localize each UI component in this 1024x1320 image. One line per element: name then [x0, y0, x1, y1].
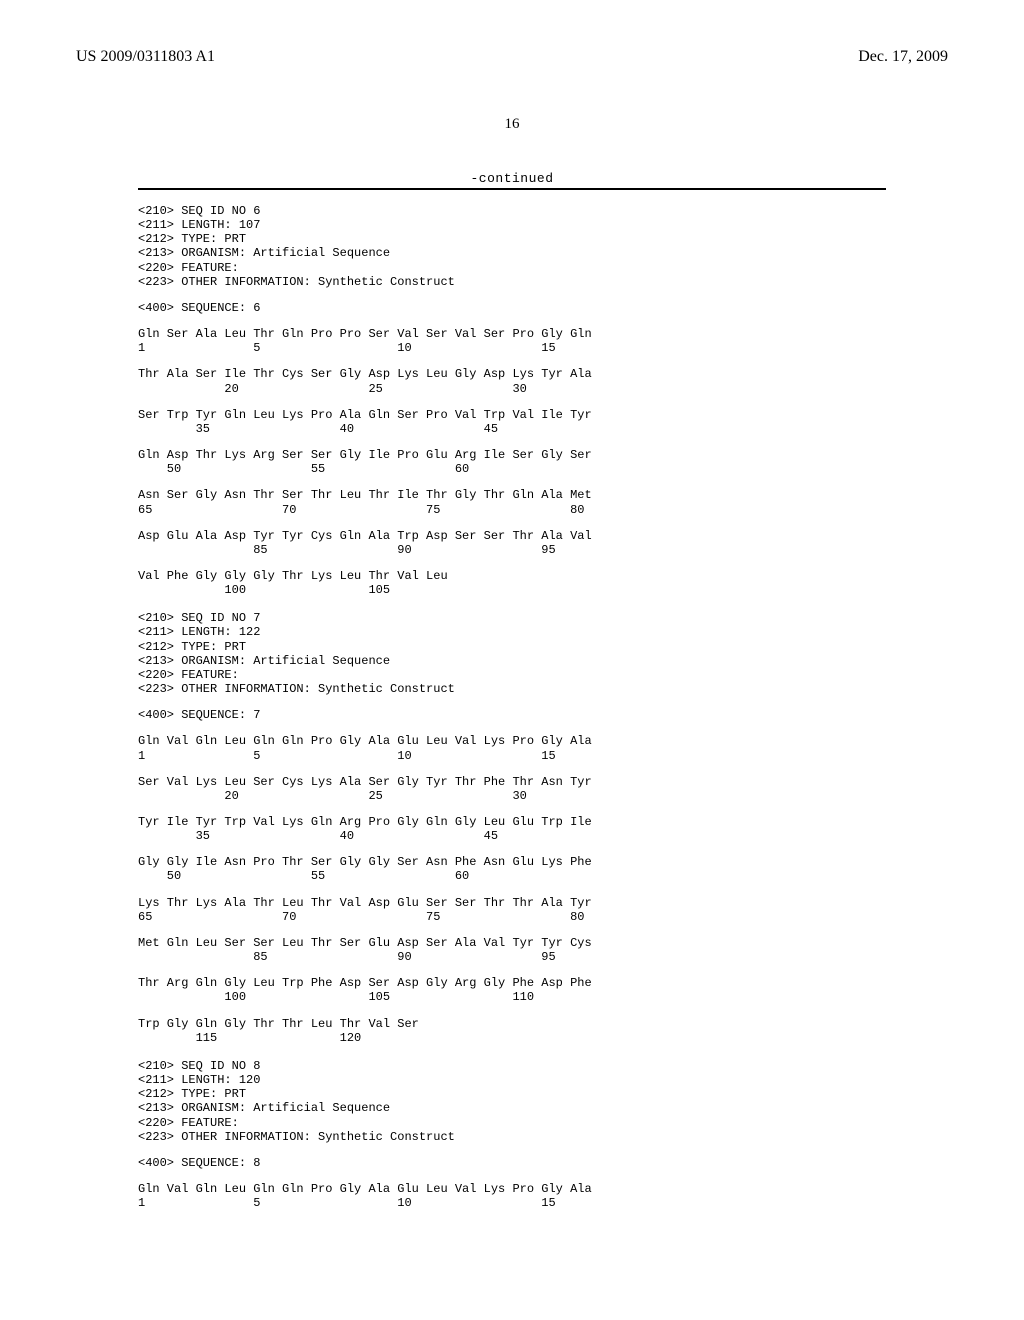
- sequence-num-line: 35 40 45: [138, 422, 886, 436]
- sequence-aa-line: Ser Trp Tyr Gln Leu Lys Pro Ala Gln Ser …: [138, 408, 886, 422]
- sequence-aa-line: Ser Val Lys Leu Ser Cys Lys Ala Ser Gly …: [138, 775, 886, 789]
- sequence-num-line: 85 90 95: [138, 543, 886, 557]
- sequence-header-line: <211> LENGTH: 120: [138, 1073, 886, 1087]
- sequence-num-line: 1 5 10 15: [138, 749, 886, 763]
- sequence-num-line: 1 5 10 15: [138, 341, 886, 355]
- sequence-aa-line: Val Phe Gly Gly Gly Thr Lys Leu Thr Val …: [138, 569, 886, 583]
- sequence-aa-line: Gln Val Gln Leu Gln Gln Pro Gly Ala Glu …: [138, 734, 886, 748]
- sequence-header-line: <212> TYPE: PRT: [138, 640, 886, 654]
- sequence-label: <400> SEQUENCE: 8: [138, 1156, 886, 1170]
- page-header: US 2009/0311803 A1 Dec. 17, 2009: [0, 0, 1024, 82]
- sequence-aa-line: Asp Glu Ala Asp Tyr Tyr Cys Gln Ala Trp …: [138, 529, 886, 543]
- sequence-num-line: 100 105: [138, 583, 886, 597]
- sequence-row: Ser Trp Tyr Gln Leu Lys Pro Ala Gln Ser …: [138, 408, 886, 436]
- sequence-aa-line: Lys Thr Lys Ala Thr Leu Thr Val Asp Glu …: [138, 896, 886, 910]
- sequence-row: Met Gln Leu Ser Ser Leu Thr Ser Glu Asp …: [138, 936, 886, 964]
- sequence-row: Tyr Ile Tyr Trp Val Lys Gln Arg Pro Gly …: [138, 815, 886, 843]
- sequence-num-line: 20 25 30: [138, 382, 886, 396]
- sequence-aa-line: Thr Ala Ser Ile Thr Cys Ser Gly Asp Lys …: [138, 367, 886, 381]
- sequence-aa-line: Trp Gly Gln Gly Thr Thr Leu Thr Val Ser: [138, 1017, 886, 1031]
- sequence-row: Gly Gly Ile Asn Pro Thr Ser Gly Gly Ser …: [138, 855, 886, 883]
- continued-label: -continued: [138, 171, 886, 188]
- sequence-header-line: <220> FEATURE:: [138, 261, 886, 275]
- publication-date: Dec. 17, 2009: [858, 48, 948, 66]
- sequence-header-line: <223> OTHER INFORMATION: Synthetic Const…: [138, 682, 886, 696]
- sequence-header-line: <212> TYPE: PRT: [138, 1087, 886, 1101]
- sequence-section: <210> SEQ ID NO 8<211> LENGTH: 120<212> …: [138, 1059, 886, 1210]
- sequence-header-line: <210> SEQ ID NO 8: [138, 1059, 886, 1073]
- sequence-aa-line: Tyr Ile Tyr Trp Val Lys Gln Arg Pro Gly …: [138, 815, 886, 829]
- sequence-header-line: <213> ORGANISM: Artificial Sequence: [138, 246, 886, 260]
- sequence-aa-line: Gln Ser Ala Leu Thr Gln Pro Pro Ser Val …: [138, 327, 886, 341]
- sequence-header-line: <220> FEATURE:: [138, 1116, 886, 1130]
- sequence-num-line: 20 25 30: [138, 789, 886, 803]
- horizontal-rule: [138, 188, 886, 190]
- sequence-header-line: <210> SEQ ID NO 7: [138, 611, 886, 625]
- sequence-header-line: <223> OTHER INFORMATION: Synthetic Const…: [138, 1130, 886, 1144]
- sequence-num-line: 65 70 75 80: [138, 503, 886, 517]
- sequence-row: Gln Val Gln Leu Gln Gln Pro Gly Ala Glu …: [138, 734, 886, 762]
- sequence-row: Lys Thr Lys Ala Thr Leu Thr Val Asp Glu …: [138, 896, 886, 924]
- sequence-label: <400> SEQUENCE: 7: [138, 708, 886, 722]
- sequence-row: Gln Asp Thr Lys Arg Ser Ser Gly Ile Pro …: [138, 448, 886, 476]
- sequence-row: Asp Glu Ala Asp Tyr Tyr Cys Gln Ala Trp …: [138, 529, 886, 557]
- sequence-num-line: 85 90 95: [138, 950, 886, 964]
- sequence-num-line: 65 70 75 80: [138, 910, 886, 924]
- sequence-num-line: 115 120: [138, 1031, 886, 1045]
- sequence-row: Gln Ser Ala Leu Thr Gln Pro Pro Ser Val …: [138, 327, 886, 355]
- sequence-num-line: 50 55 60: [138, 462, 886, 476]
- page-number: 16: [0, 116, 1024, 133]
- sequence-header-line: <210> SEQ ID NO 6: [138, 204, 886, 218]
- sequence-header-line: <220> FEATURE:: [138, 668, 886, 682]
- sequence-header-line: <213> ORGANISM: Artificial Sequence: [138, 654, 886, 668]
- sequence-header-line: <223> OTHER INFORMATION: Synthetic Const…: [138, 275, 886, 289]
- sequence-aa-line: Asn Ser Gly Asn Thr Ser Thr Leu Thr Ile …: [138, 488, 886, 502]
- sequence-row: Ser Val Lys Leu Ser Cys Lys Ala Ser Gly …: [138, 775, 886, 803]
- sequence-listing: <210> SEQ ID NO 6<211> LENGTH: 107<212> …: [138, 204, 886, 1210]
- sequence-aa-line: Met Gln Leu Ser Ser Leu Thr Ser Glu Asp …: [138, 936, 886, 950]
- sequence-num-line: 35 40 45: [138, 829, 886, 843]
- sequence-row: Thr Arg Gln Gly Leu Trp Phe Asp Ser Asp …: [138, 976, 886, 1004]
- sequence-header-line: <212> TYPE: PRT: [138, 232, 886, 246]
- sequence-header-line: <211> LENGTH: 122: [138, 625, 886, 639]
- sequence-header-line: <213> ORGANISM: Artificial Sequence: [138, 1101, 886, 1115]
- sequence-row: Val Phe Gly Gly Gly Thr Lys Leu Thr Val …: [138, 569, 886, 597]
- publication-number: US 2009/0311803 A1: [76, 48, 215, 66]
- sequence-num-line: 1 5 10 15: [138, 1196, 886, 1210]
- sequence-aa-line: Gln Val Gln Leu Gln Gln Pro Gly Ala Glu …: [138, 1182, 886, 1196]
- sequence-row: Gln Val Gln Leu Gln Gln Pro Gly Ala Glu …: [138, 1182, 886, 1210]
- sequence-aa-line: Thr Arg Gln Gly Leu Trp Phe Asp Ser Asp …: [138, 976, 886, 990]
- sequence-row: Trp Gly Gln Gly Thr Thr Leu Thr Val Ser …: [138, 1017, 886, 1045]
- sequence-aa-line: Gln Asp Thr Lys Arg Ser Ser Gly Ile Pro …: [138, 448, 886, 462]
- sequence-num-line: 100 105 110: [138, 990, 886, 1004]
- continued-block: -continued: [138, 171, 886, 190]
- sequence-label: <400> SEQUENCE: 6: [138, 301, 886, 315]
- sequence-row: Thr Ala Ser Ile Thr Cys Ser Gly Asp Lys …: [138, 367, 886, 395]
- sequence-section: <210> SEQ ID NO 7<211> LENGTH: 122<212> …: [138, 611, 886, 1045]
- sequence-header-line: <211> LENGTH: 107: [138, 218, 886, 232]
- sequence-section: <210> SEQ ID NO 6<211> LENGTH: 107<212> …: [138, 204, 886, 597]
- sequence-aa-line: Gly Gly Ile Asn Pro Thr Ser Gly Gly Ser …: [138, 855, 886, 869]
- sequence-num-line: 50 55 60: [138, 869, 886, 883]
- sequence-row: Asn Ser Gly Asn Thr Ser Thr Leu Thr Ile …: [138, 488, 886, 516]
